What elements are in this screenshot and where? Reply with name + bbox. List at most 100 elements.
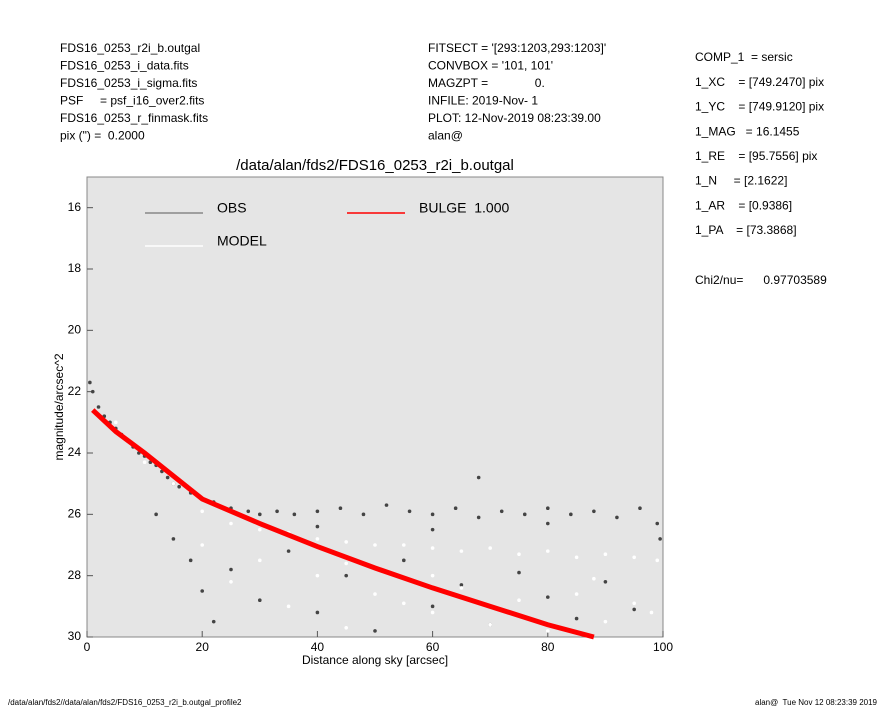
point [315,573,320,578]
point [384,503,389,507]
legend-label: MODEL [217,233,267,249]
point [344,540,349,544]
point [615,515,619,520]
point [407,509,412,514]
y-tick-label: 16 [68,200,82,214]
header-right: 1_PA = [73.3868] [695,223,797,237]
point [603,552,608,556]
point [90,389,95,394]
point [546,521,550,526]
point [517,552,521,556]
chi2: Chi2/nu= 0.97703589 [695,273,827,287]
plot-area [86,176,664,638]
header-center: alan@ [428,129,463,143]
point [430,512,435,517]
point [188,558,193,563]
header-left: PSF = psf_i16_over2.fits [60,94,204,108]
point [315,524,320,529]
point [574,616,579,621]
y-tick-label: 20 [68,323,82,337]
point [546,595,550,599]
point [517,570,521,575]
header-right: 1_RE = [95.7556] pix [695,149,817,163]
point [430,573,435,578]
point [96,405,101,409]
point [632,601,636,606]
y-tick-label: 24 [68,445,82,459]
x-tick-label: 60 [426,640,440,654]
point [229,567,233,572]
point [430,527,435,532]
point [171,481,176,486]
header-right: 1_YC = [749.9120] pix [695,100,824,114]
point [315,509,320,514]
point [402,543,406,547]
point [373,543,377,547]
header-left: FDS16_0253_r_finmask.fits [60,111,208,125]
header-left: FDS16_0253_r2i_b.outgal [60,41,200,55]
x-tick-label: 40 [311,640,325,654]
header-right: COMP_1 = sersic [695,50,793,64]
point [574,555,579,560]
point [177,484,181,489]
point [402,558,406,563]
point [459,549,464,553]
x-tick-label: 80 [541,640,555,654]
point [430,546,435,550]
point [632,555,636,560]
point [286,549,291,553]
y-tick-label: 28 [68,568,82,582]
point [592,509,596,514]
header-center: FITSECT = '[293:1203,293:1203]' [428,41,606,55]
point [488,622,493,627]
header-right: 1_MAG = 16.1455 [695,124,800,138]
point [574,592,579,596]
point [200,589,204,593]
footer-left: /data/alan/fds2//data/alan/fds2/FDS16_02… [8,698,242,707]
point [246,509,251,514]
point [522,512,527,517]
legend-label: BULGE 1.000 [419,200,509,216]
header-left: FDS16_0253_i_sigma.fits [60,76,197,90]
point [373,629,377,633]
point [258,512,262,517]
point [453,506,458,511]
header-right: 1_XC = [749.2470] pix [695,75,824,89]
point [142,460,147,465]
point [361,512,366,517]
point [286,604,291,609]
point [488,546,493,550]
point [344,561,349,566]
point [258,527,262,532]
point [459,583,464,587]
header-right: 1_N = [2.1622] [695,174,787,188]
y-tick-label: 18 [68,261,82,275]
point [649,610,654,615]
point [211,619,216,624]
point [569,512,573,517]
point [638,506,642,511]
point [315,537,320,541]
point [476,475,481,480]
point [200,543,204,547]
point [658,537,662,541]
point [655,558,660,563]
y-tick-label: 26 [68,507,82,521]
legend-label: OBS [217,200,247,216]
point [655,521,660,526]
footer-right: alan@ Tue Nov 12 08:23:39 2019 [755,698,878,707]
point [88,380,92,385]
point [592,576,596,581]
point [165,475,170,480]
point [546,506,550,511]
point [258,598,262,602]
header-right: 1_AR = [0.9386] [695,198,792,212]
header-center: PLOT: 12-Nov-2019 08:23:39.00 [428,111,601,125]
header-left: pix (") = 0.2000 [60,129,145,143]
y-tick-label: 30 [68,629,82,643]
point [603,580,608,584]
point [275,509,279,514]
point [114,420,118,425]
point [459,586,464,590]
